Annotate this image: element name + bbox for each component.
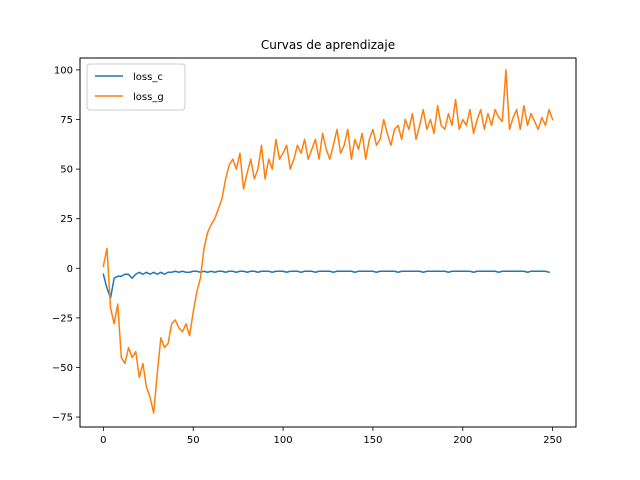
x-tick-label: 0 [100,435,106,446]
x-tick-label: 250 [543,435,562,446]
legend-box [86,63,186,111]
y-axis: −75 −50 −25 0 25 50 75 100 [52,65,80,424]
y-tick-label: 75 [60,115,73,126]
y-tick-label: 25 [60,214,73,225]
plot-area [102,69,554,414]
y-tick-label: 50 [60,165,73,176]
series-line-loss_c [102,270,550,299]
chart-title: Curvas de aprendizaje [261,38,395,52]
x-tick-label: 200 [453,435,472,446]
y-tick-label: −50 [52,363,73,374]
legend-label-loss_g: loss_g [133,92,164,103]
series-line-loss_g [102,69,554,414]
x-tick-label: 150 [363,435,382,446]
plot-frame [79,57,577,428]
y-tick-label: −25 [52,313,73,324]
x-tick-label: 100 [274,435,293,446]
legend: loss_c loss_g [86,63,186,111]
legend-label-loss_c: loss_c [133,72,163,83]
y-tick-label: 0 [67,264,73,275]
y-tick-label: 100 [54,65,73,76]
x-axis: 0 50 100 150 200 250 [100,427,562,446]
y-tick-label: −75 [52,413,73,424]
x-tick-label: 50 [187,435,200,446]
